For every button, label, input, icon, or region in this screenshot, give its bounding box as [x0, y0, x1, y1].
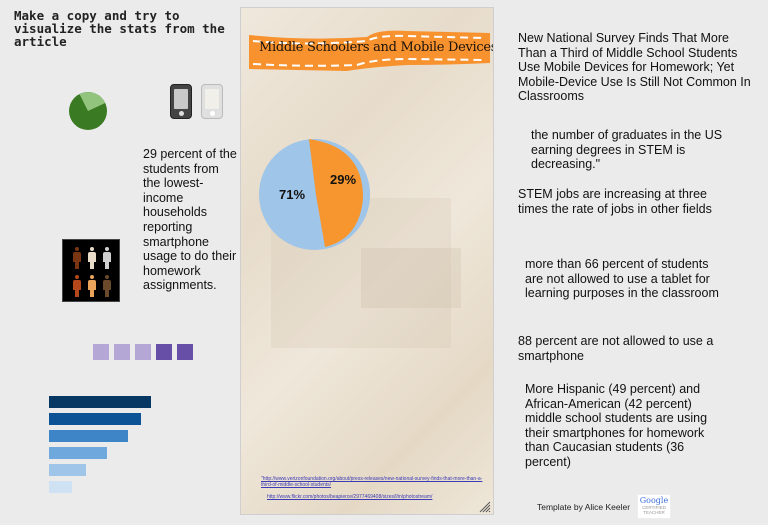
people-figures-icon[interactable] [62, 239, 120, 302]
bar-5 [49, 464, 86, 476]
instructions-text: Make a copy and try to visualize the sta… [14, 8, 225, 49]
stem-graduates-text: the number of graduates in the US earnin… [531, 128, 723, 172]
pie-label-29: 29% [330, 172, 357, 187]
square-dark [156, 344, 172, 360]
pie-chart[interactable]: 29% 71% [259, 139, 371, 250]
title-banner: Middle Schoolers and Mobile Devices [247, 29, 494, 71]
low-income-stat-text: 29 percent of the students from the lowe… [143, 147, 237, 293]
square-light [93, 344, 109, 360]
google-certified-teacher-badge: Google CERTIFIED TEACHER [637, 494, 671, 519]
source-link-verizon[interactable]: "http://www.verizonfoundation.org/about/… [261, 476, 483, 488]
tablet-stat-text: more than 66 percent of students are not… [525, 257, 719, 301]
source-link-flickr[interactable]: http://www.flickr.com/photos/beapierce/2… [267, 494, 433, 500]
green-pie-chart-icon[interactable] [69, 92, 107, 130]
stem-jobs-text: STEM jobs are increasing at three times … [518, 187, 712, 216]
bar-6 [49, 481, 72, 493]
square-light [135, 344, 151, 360]
headline-text: New National Survey Finds That More Than… [518, 31, 751, 104]
badge-certified-text: CERTIFIED [642, 505, 666, 510]
square-light [114, 344, 130, 360]
bar-2 [49, 413, 141, 425]
bar-4 [49, 447, 107, 459]
smartphone-stat-text: 88 percent are not allowed to use a smar… [518, 334, 714, 363]
smartphone-light-icon[interactable] [201, 84, 223, 119]
percent-squares-icon[interactable] [93, 344, 193, 360]
badge-teacher-text: TEACHER [643, 510, 665, 515]
banner-title: Middle Schoolers and Mobile Devices [259, 40, 494, 55]
resize-handle-icon[interactable] [479, 500, 491, 513]
badge-google-text: Google [639, 496, 669, 505]
pie-label-71: 71% [279, 187, 306, 202]
template-credit: Template by Alice Keeler [537, 502, 631, 512]
bar-1 [49, 396, 151, 408]
ethnicity-stat-text: More Hispanic (49 percent) and African-A… [525, 382, 708, 469]
bar-3 [49, 430, 128, 442]
square-dark [177, 344, 193, 360]
horizontal-bars-icon[interactable] [49, 396, 151, 498]
infographic-panel[interactable]: Middle Schoolers and Mobile Devices 29% … [240, 7, 494, 515]
smartphone-dark-icon[interactable] [170, 84, 192, 119]
